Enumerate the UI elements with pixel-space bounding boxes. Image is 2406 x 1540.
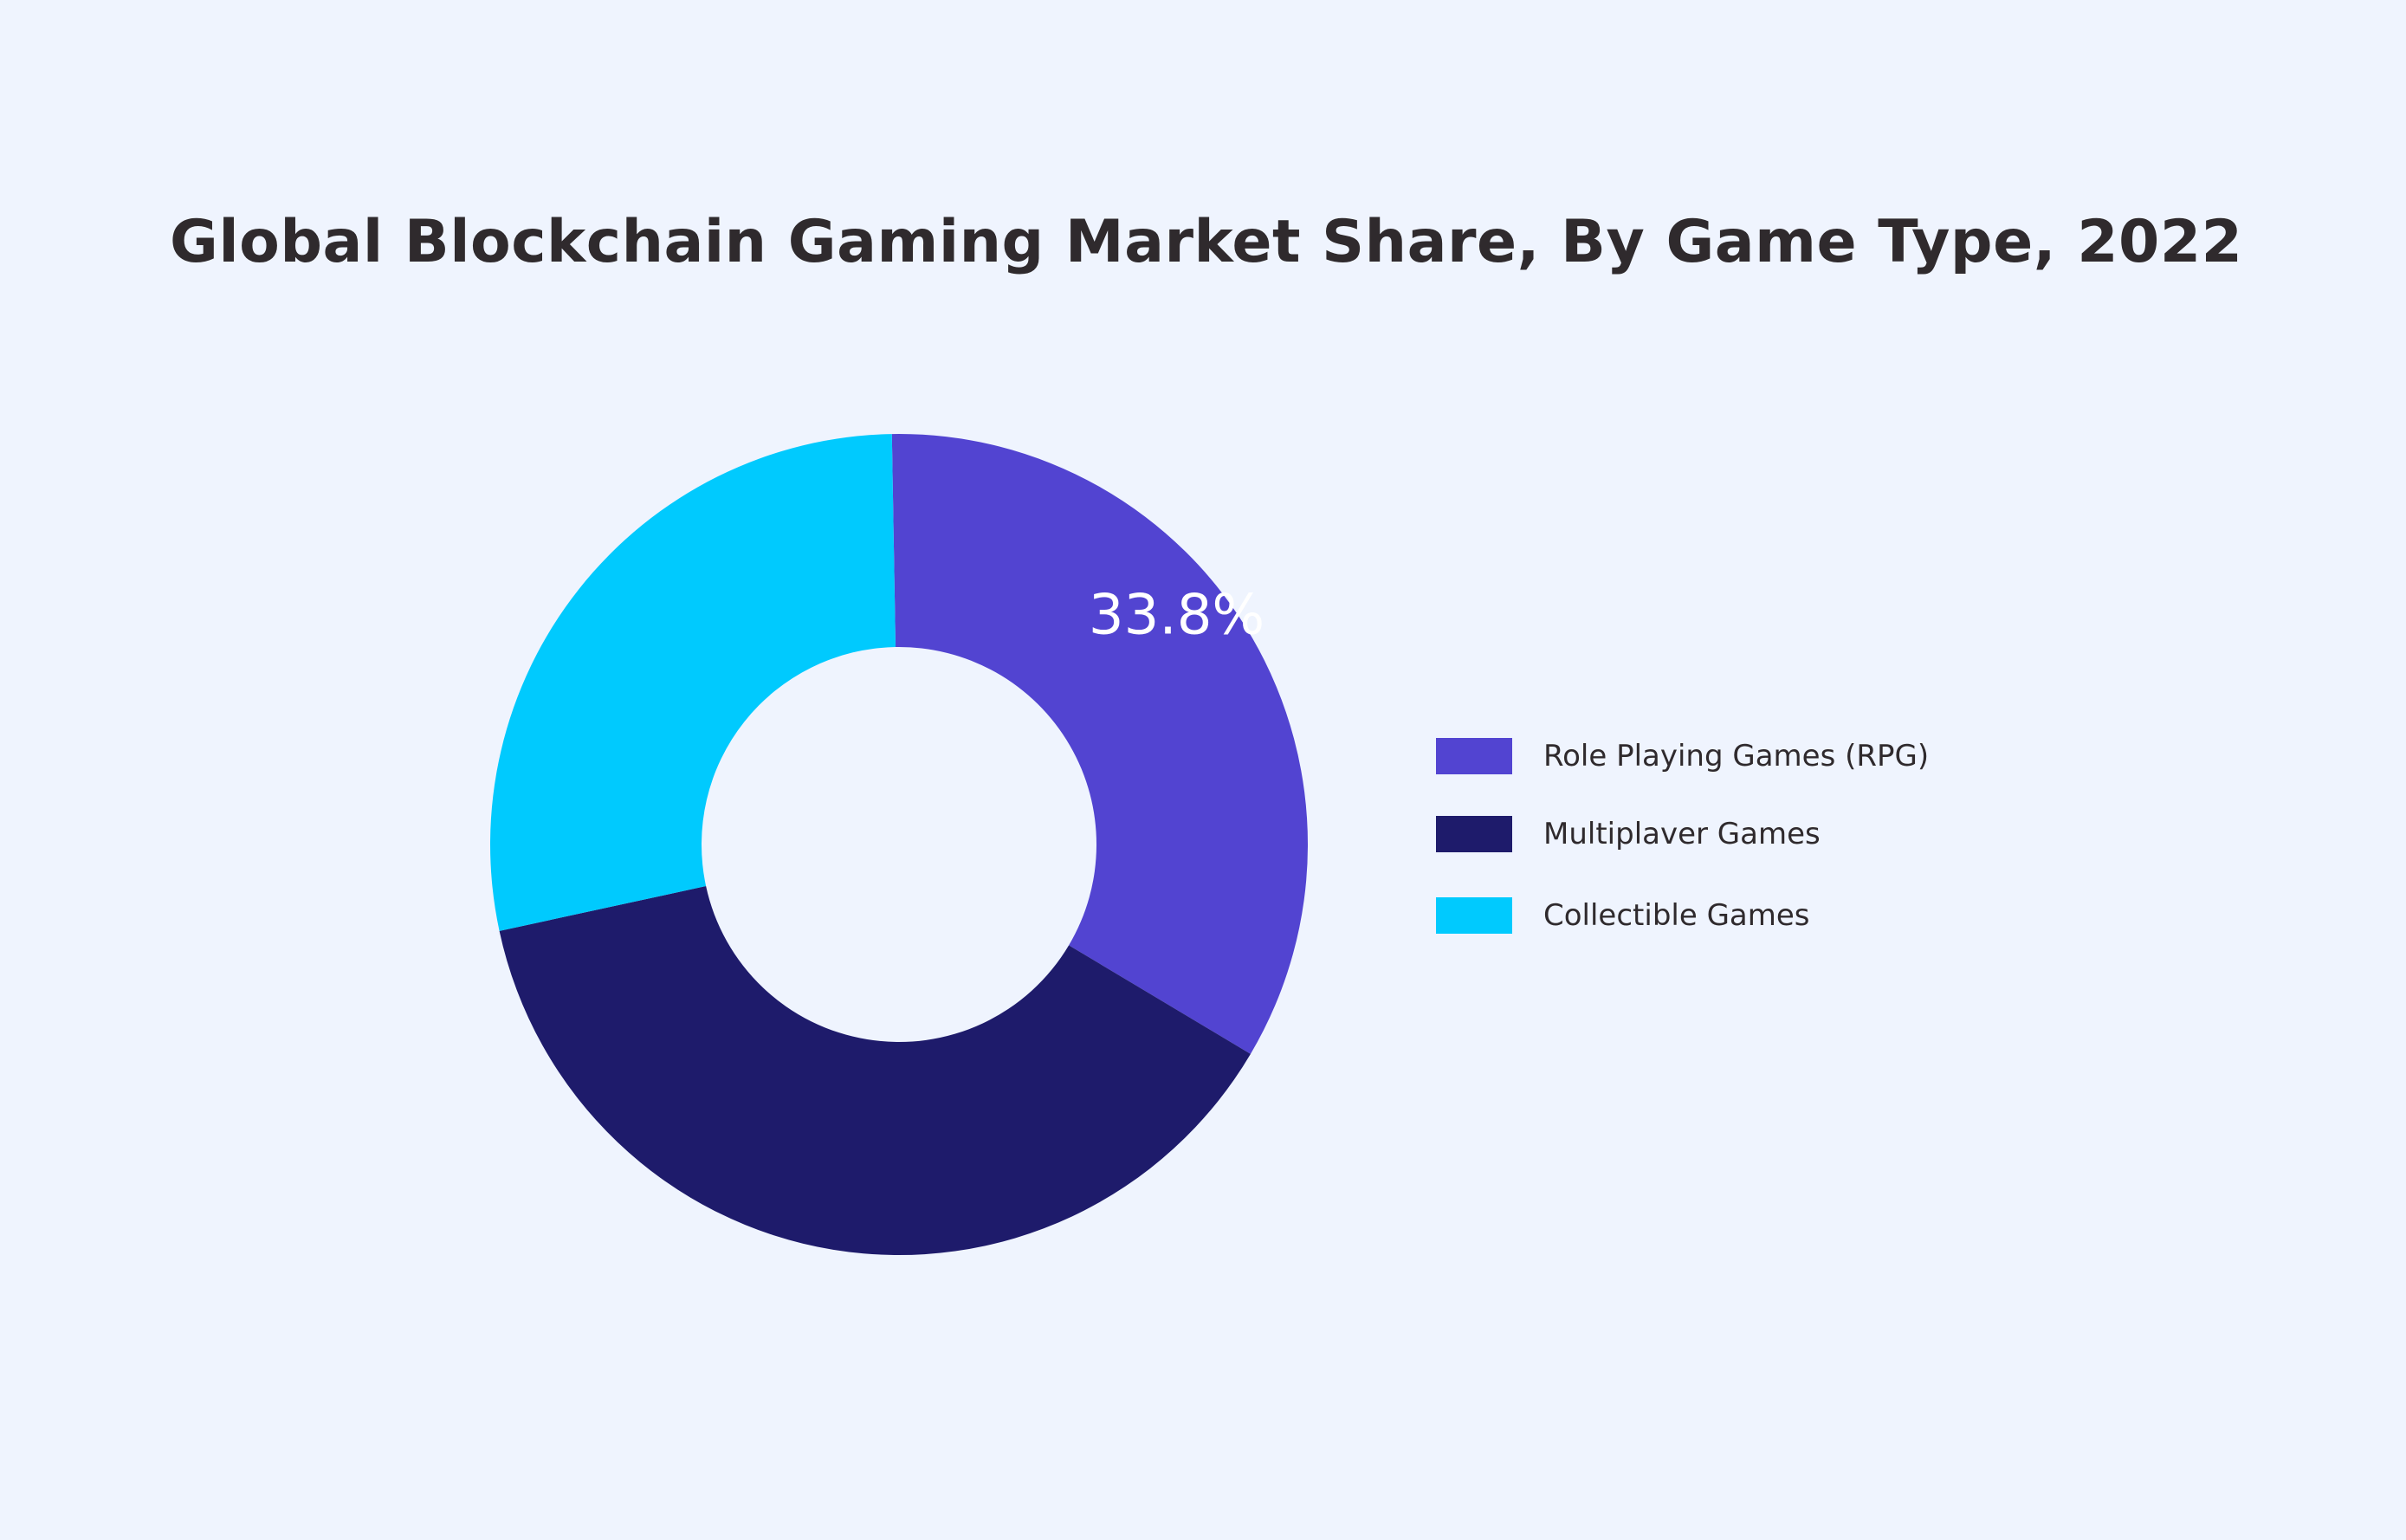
legend-swatch-rpg [1436, 738, 1512, 774]
slice-rpg [891, 434, 1308, 1054]
legend-item-collectible: Collectible Games [1436, 897, 1810, 934]
slice-collectible [490, 434, 896, 931]
legend-item-rpg: Role Playing Games (RPG) [1436, 738, 1929, 774]
legend-item-multiplayer: Multiplaver Games [1436, 816, 1821, 852]
legend-label-rpg: Role Playing Games (RPG) [1543, 739, 1930, 773]
slice-multiplayer [499, 886, 1251, 1255]
legend-swatch-multiplayer [1436, 816, 1512, 852]
chart-title: Global Blockchain Gaming Market Share, B… [170, 208, 2243, 276]
donut-slices [490, 434, 1308, 1255]
legend-label-collectible: Collectible Games [1543, 898, 1810, 933]
slice-labels: 33.8% [1089, 583, 1264, 647]
legend-swatch-collectible [1436, 897, 1512, 934]
legend-label-multiplayer: Multiplaver Games [1543, 817, 1821, 851]
data-label-slice-rpg: 33.8% [1089, 583, 1264, 647]
